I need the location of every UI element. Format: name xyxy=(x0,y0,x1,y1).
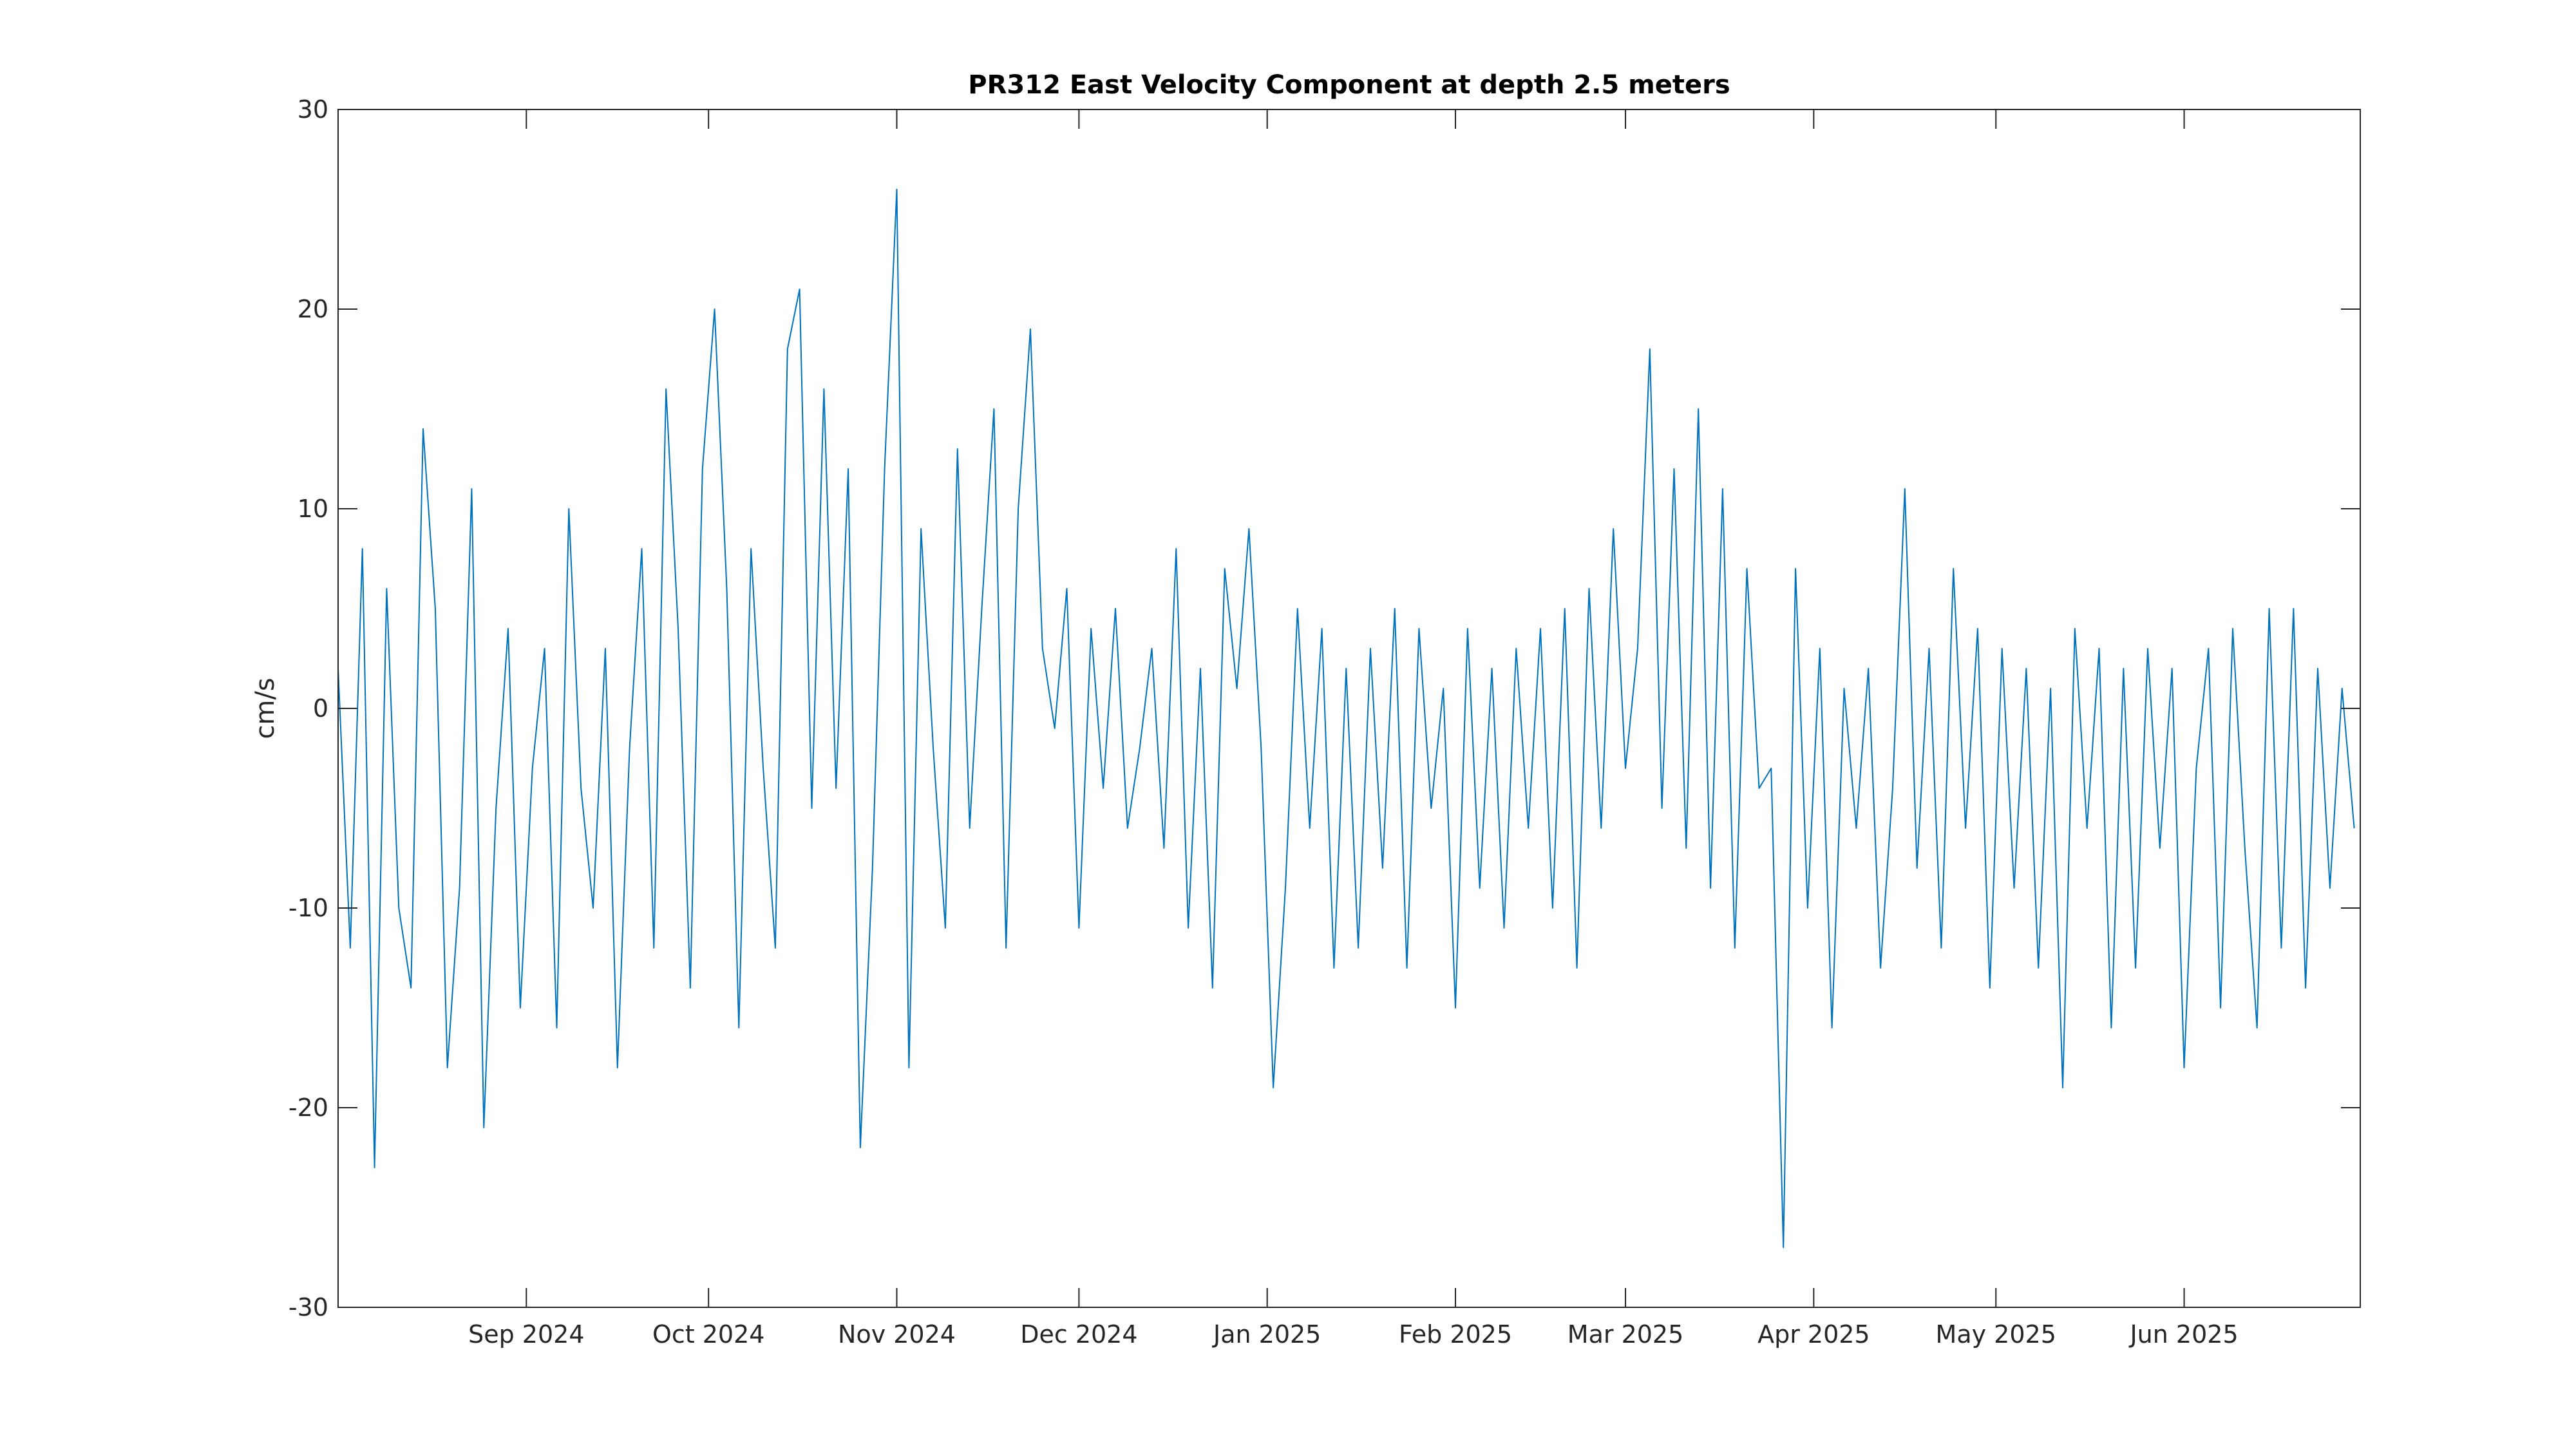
plot-frame xyxy=(337,109,2361,1308)
y-tick-label: -30 xyxy=(289,1293,328,1321)
x-tick-label: May 2025 xyxy=(1936,1320,2056,1349)
y-tick-label: -10 xyxy=(289,894,328,922)
x-tick-label: Feb 2025 xyxy=(1399,1320,1512,1349)
x-tick-label: Sep 2024 xyxy=(468,1320,584,1349)
chart-title: PR312 East Velocity Component at depth 2… xyxy=(968,70,1730,100)
x-tick-label: Oct 2024 xyxy=(652,1320,765,1349)
y-tick-label: 0 xyxy=(313,694,328,723)
x-tick-label: Nov 2024 xyxy=(838,1320,956,1349)
x-tick-label: Dec 2024 xyxy=(1020,1320,1137,1349)
y-tick-label: 10 xyxy=(298,495,328,523)
x-tick-label: Jan 2025 xyxy=(1212,1320,1321,1349)
x-tick-label: Apr 2025 xyxy=(1757,1320,1870,1349)
ticks-layer: 30 20 10 0 -10 -20 -30 Sep 2024 Oct 2024 Nov 2024… xyxy=(289,95,2360,1349)
series-line xyxy=(337,189,2355,1248)
y-axis-label: cm/s xyxy=(251,677,280,739)
y-tick-label: 20 xyxy=(298,295,328,323)
plot-area xyxy=(338,109,2360,1307)
y-tick-label: 30 xyxy=(298,95,328,124)
x-tick-label: Jun 2025 xyxy=(2128,1320,2238,1349)
y-tick-label: -20 xyxy=(289,1094,328,1122)
x-tick-label: Mar 2025 xyxy=(1567,1320,1683,1349)
